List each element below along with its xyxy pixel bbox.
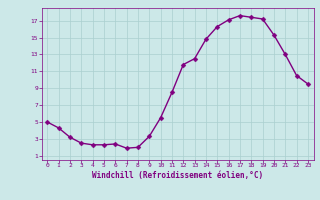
X-axis label: Windchill (Refroidissement éolien,°C): Windchill (Refroidissement éolien,°C) — [92, 171, 263, 180]
